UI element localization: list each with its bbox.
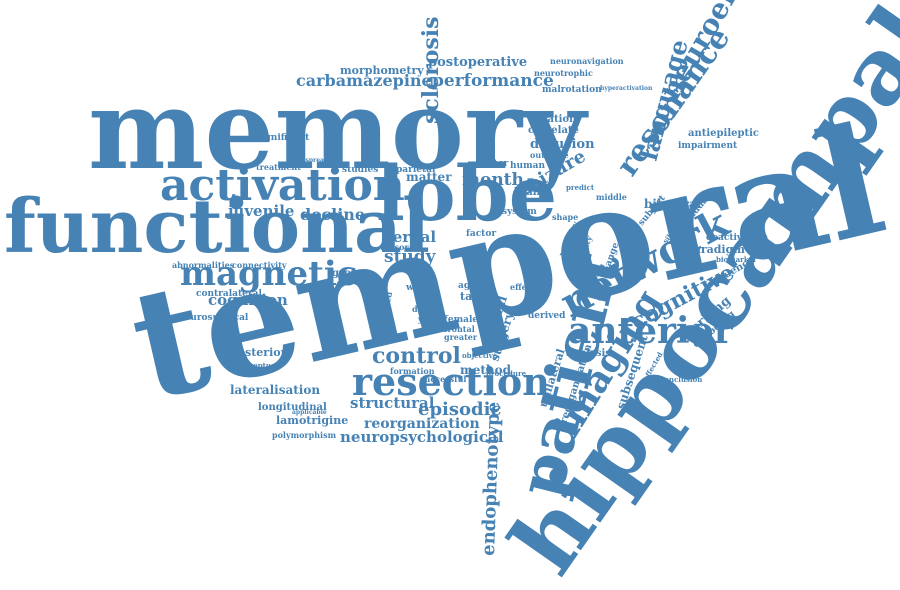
word-neurotrophic: neurotrophic — [534, 68, 593, 78]
word-verbal: verbal — [383, 228, 436, 246]
word-memory: memory — [88, 65, 589, 194]
word-tensor: tensor — [380, 242, 409, 252]
word-factor: factor — [466, 229, 496, 239]
word-resection: resection — [352, 359, 550, 404]
word-carbamazepine: carbamazepine — [296, 71, 432, 90]
word-hyperactivation: hyperactivation — [600, 85, 653, 92]
word-frontal: frontal — [444, 324, 475, 334]
word-objective: objective — [462, 351, 498, 360]
word-neuropsychological: neuropsychological — [340, 428, 504, 446]
word-anterior: anterior — [568, 310, 734, 352]
word-malrotation: malrotation — [542, 85, 602, 95]
word-predict: predict — [566, 183, 595, 192]
word-study: study — [384, 247, 437, 267]
word-system: system — [502, 207, 537, 217]
word-lobe: lobe — [376, 149, 557, 238]
word-functional: functional — [4, 184, 430, 270]
word-aged: aged — [458, 281, 483, 291]
word-shape: shape — [552, 212, 578, 222]
word-morphometry: morphometry — [340, 64, 424, 77]
word-group: group — [332, 268, 365, 279]
word-widespread: widespread — [289, 157, 329, 164]
word-perceptual: perceptual — [236, 361, 279, 370]
word-activation: activation — [160, 160, 405, 211]
word-neuronavigation: neuronavigation — [550, 56, 624, 66]
word-human: human — [510, 161, 545, 171]
word-task: task — [460, 290, 486, 303]
word-performance: performance — [432, 71, 554, 91]
word-impairment: impairment — [678, 141, 738, 151]
word-reorganization: reorganization — [364, 416, 480, 432]
word-greater: greater — [444, 332, 478, 342]
word-derived: derived — [528, 311, 566, 321]
word-abnormalities: abnormalities — [172, 260, 235, 270]
word-duration: duration — [528, 114, 577, 125]
word-contralateral: contralateral — [196, 289, 262, 299]
word-paradigm: paradigm — [686, 243, 745, 256]
word-motor: motor — [478, 159, 509, 169]
word-young: young — [417, 314, 446, 324]
word-longitudinal: longitudinal — [258, 402, 327, 413]
word-diffusion: diffusion — [530, 137, 595, 152]
word-significant: significant — [256, 133, 310, 143]
word-lamotrigine: lamotrigine — [276, 414, 348, 427]
word-studies: studies — [342, 165, 378, 175]
word-matter: matter — [406, 170, 452, 184]
word-connectivity: connectivity — [232, 260, 287, 270]
word-middle: middle — [596, 192, 627, 202]
word-juvenile: juvenile — [226, 202, 294, 220]
word-outcome: outcome — [530, 150, 569, 160]
word-lateralisation: lateralisation — [230, 383, 320, 397]
word-decline: decline — [300, 205, 365, 224]
word-sclerosis: sclerosis — [418, 16, 444, 124]
word-female: female — [444, 315, 478, 325]
word-method: method — [460, 363, 512, 377]
word-correlate: correlate — [528, 125, 579, 136]
word-control: control — [372, 343, 461, 369]
word-bilateral: bilateral — [644, 197, 702, 211]
word-polymorphism: polymorphism — [272, 430, 337, 440]
word-procedure: procedure — [486, 369, 527, 378]
word-cognition: cognition — [208, 291, 288, 309]
word-biomarker: biomarker — [716, 255, 757, 264]
word-parietal: parietal — [396, 165, 436, 175]
word-white: white — [405, 283, 434, 293]
word-deactivation: deactivation — [706, 233, 769, 243]
word-analysis: analysis — [566, 348, 611, 359]
word-applicable: applicable — [292, 409, 327, 416]
word-formation: formation — [390, 366, 435, 376]
word-structural: structural — [350, 394, 435, 412]
word-deficit: deficit — [412, 304, 440, 314]
word-successful: successful — [420, 374, 466, 384]
word-brain: brain — [514, 187, 545, 198]
word-conclusion: conclusion — [660, 375, 702, 384]
word-posterior: posterior — [230, 346, 287, 359]
word-effect: effect — [510, 282, 536, 292]
word-neurosurgical: neurosurgical — [178, 313, 249, 323]
word-magnetic: magnetic — [180, 254, 357, 294]
word-antiepileptic: antiepileptic — [688, 128, 759, 139]
word-episodic: episodic — [418, 399, 501, 420]
word-treatment: treatment — [256, 162, 301, 172]
word-month: month — [462, 170, 524, 190]
word-postoperative: postoperative — [428, 55, 527, 70]
